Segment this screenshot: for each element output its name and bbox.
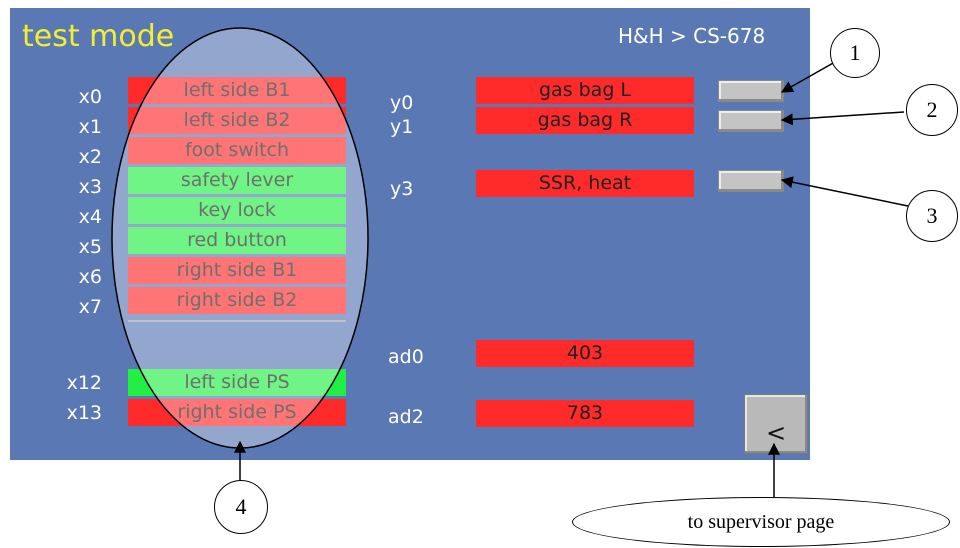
device-breadcrumb: H&H > CS-678 [618, 24, 766, 48]
callout-1-circle: 1 [830, 28, 880, 78]
output-label-y1: y1 [390, 116, 414, 138]
callout-arrow-2 [780, 111, 905, 126]
analog-value-ad2: 783 [476, 400, 694, 427]
input-label-x13: x13 [66, 402, 102, 424]
input-indicator-x6: right side B1 [128, 257, 346, 284]
page-title: test mode [22, 19, 175, 54]
input-indicator-x13: right side PS [128, 399, 346, 426]
input-indicator-x0: left side B1 [128, 77, 346, 104]
input-label-x3: x3 [78, 176, 102, 198]
output-indicator-y1: gas bag R [476, 107, 694, 134]
input-label-x4: x4 [78, 206, 102, 228]
analog-label-ad2: ad2 [388, 406, 424, 428]
input-label-x2: x2 [78, 146, 102, 168]
input-indicator-x4: key lock [128, 197, 346, 224]
callout-2-circle: 2 [906, 84, 958, 136]
input-indicator-x1: left side B2 [128, 107, 346, 134]
highlight-ellipse-inputs [111, 27, 369, 449]
analog-label-ad0: ad0 [388, 346, 424, 368]
analog-value-ad0: 403 [476, 340, 694, 367]
hmi-screen: test mode H&H > CS-678 x0 left side B1 x… [10, 8, 810, 460]
input-indicator-x3: safety lever [128, 167, 346, 194]
input-divider [128, 320, 346, 322]
callout-arrow-3 [780, 176, 909, 207]
input-label-x6: x6 [78, 266, 102, 288]
output-label-y0: y0 [390, 92, 414, 114]
input-label-x0: x0 [78, 86, 102, 108]
callout-3-circle: 3 [906, 190, 958, 242]
input-label-x7: x7 [78, 296, 102, 318]
input-indicator-x7: right side B2 [128, 287, 346, 314]
input-label-x5: x5 [78, 236, 102, 258]
input-indicator-x5: red button [128, 227, 346, 254]
callout-4-circle: 4 [214, 480, 268, 534]
supervisor-page-callout: to supervisor page [572, 497, 950, 547]
output-indicator-y3: SSR, heat [476, 170, 694, 197]
output-label-y3: y3 [390, 178, 414, 200]
output-indicator-y0: gas bag L [476, 77, 694, 104]
input-indicator-x2: foot switch [128, 137, 346, 164]
input-label-x12: x12 [66, 372, 102, 394]
input-label-x1: x1 [78, 116, 102, 138]
input-indicator-x12: left side PS [128, 369, 346, 396]
